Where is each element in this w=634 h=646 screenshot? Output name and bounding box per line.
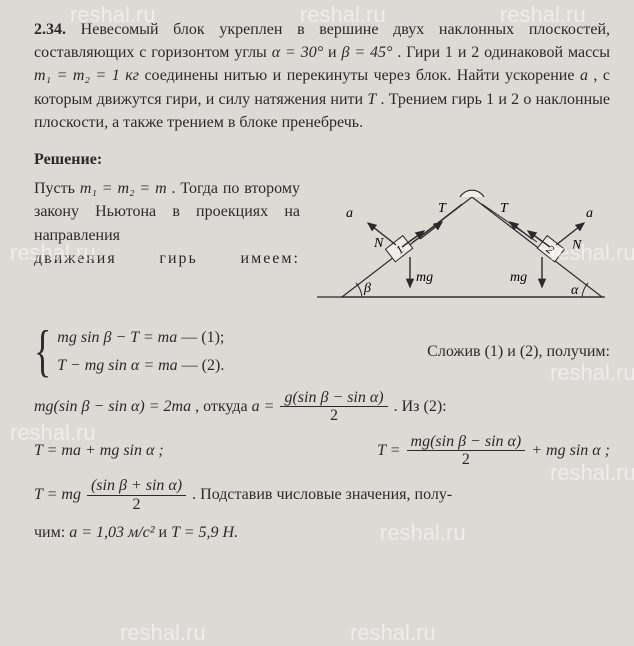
frac-final: (sin β + sin α) 2 [87,477,186,513]
intro-spread: движения гирь имеем: [34,247,300,270]
solution-row: Пусть m₁ = m₂ = m . Тогда по второму зак… [34,177,610,314]
d3-lead: T = mg [34,486,85,503]
derivation-pair: T = ma + mg sin α ; T = mg(sin β − sin α… [34,433,610,469]
intro-mass: m₁ = m₂ = m [80,180,167,197]
frac-t: mg(sin β − sin α) 2 [407,433,526,469]
frac-a-den: 2 [280,407,387,425]
pair-right-tail: + mg sin α ; [531,442,610,459]
beta-expr: β = 45° [341,44,392,61]
figure-svg: 1 2 β α [312,177,610,307]
vec-a-right: a⃗ [586,206,604,221]
solution-heading: Решение: [34,148,610,171]
mass-expr: m₁ = m₂ = 1 кг [34,67,139,84]
watermark: reshal.ru [350,620,436,646]
beta-label: β [363,281,371,296]
vec-N-left: N⃗ [373,236,394,251]
eq1-tag: — (1); [181,329,224,346]
eq2: T − mg sin α = ma [57,357,177,374]
derivation-3: T = mg (sin β + sin α) 2 . Подставив чис… [34,477,610,513]
d3-after: . Подставив числовые значения, полу- [192,486,452,503]
problem-sep-1: и [328,44,341,61]
frac-t-den: 2 [407,451,526,469]
frac-t-num: mg(sin β − sin α) [407,433,526,452]
d4-mid: и [159,524,172,541]
frac-final-num: (sin β + sin α) [87,477,186,496]
watermark: reshal.ru [120,620,206,646]
system-side-text: Сложив (1) и (2), получим: [421,340,610,363]
problem-text-2: . Гири 1 и 2 одинаковой массы [397,44,610,61]
d1-tail: . Из (2): [394,397,447,414]
frac-a: g(sin β − sin α) 2 [280,389,387,425]
vec-mg-left: mg⃗ [416,270,444,285]
t-symbol: T [367,91,376,108]
pair-left: T = ma + mg sin α ; [34,439,164,462]
intro-3c: имеем: [241,247,300,270]
pair-right: T = mg(sin β − sin α) 2 + mg sin α ; [377,433,610,469]
derivation-4: чим: a = 1,03 м/с² и T = 5,9 Н. [34,521,610,544]
inclined-planes-figure: 1 2 β α [312,177,610,314]
brace-icon: { [34,331,51,371]
d1-mid: , откуда [195,397,252,414]
d4-tval: T = 5,9 Н. [171,524,238,541]
vec-T-right: T⃗ [500,201,519,216]
problem-number: 2.34. [34,21,66,38]
frac-final-den: 2 [87,496,186,514]
derivation-1: mg(sin β − sin α) = 2ma , откуда a = g(s… [34,389,610,425]
pair-right-lead: T = [377,442,404,459]
system-block: { mg sin β − T = ma — (1); T − mg sin α … [34,324,224,378]
equation-system-row: { mg sin β − T = ma — (1); T − mg sin α … [34,324,610,378]
page-content: 2.34. Невесомый блок укреплен в вершине … [0,0,634,570]
alpha-label: α [571,283,579,298]
intro-3a: движения [34,247,117,270]
eq2-tag: — (2). [182,357,225,374]
d1-a: mg(sin β − sin α) = 2ma [34,397,191,414]
intro-1: Пусть [34,180,80,197]
alpha-expr: α = 30° [272,44,323,61]
d4-a: чим: [34,524,69,541]
intro-3b: гирь [159,247,197,270]
a-symbol: a [580,67,588,84]
eq1: mg sin β − T = ma [57,329,177,346]
solution-intro: Пусть m₁ = m₂ = m . Тогда по второму зак… [34,177,304,270]
problem-statement: 2.34. Невесомый блок укреплен в вершине … [34,18,610,134]
d4-aval: a = 1,03 м/с² [69,524,154,541]
vec-mg-right: mg⃗ [510,270,538,285]
vec-a-left: a⃗ [346,206,364,221]
vec-T-left: T⃗ [438,201,457,216]
vec-N-right: N⃗ [571,238,592,253]
frac-a-num: g(sin β − sin α) [280,389,387,408]
problem-text-3: соединены нитью и перекинуты через блок.… [144,67,579,84]
d1-lead: a = [252,397,279,414]
